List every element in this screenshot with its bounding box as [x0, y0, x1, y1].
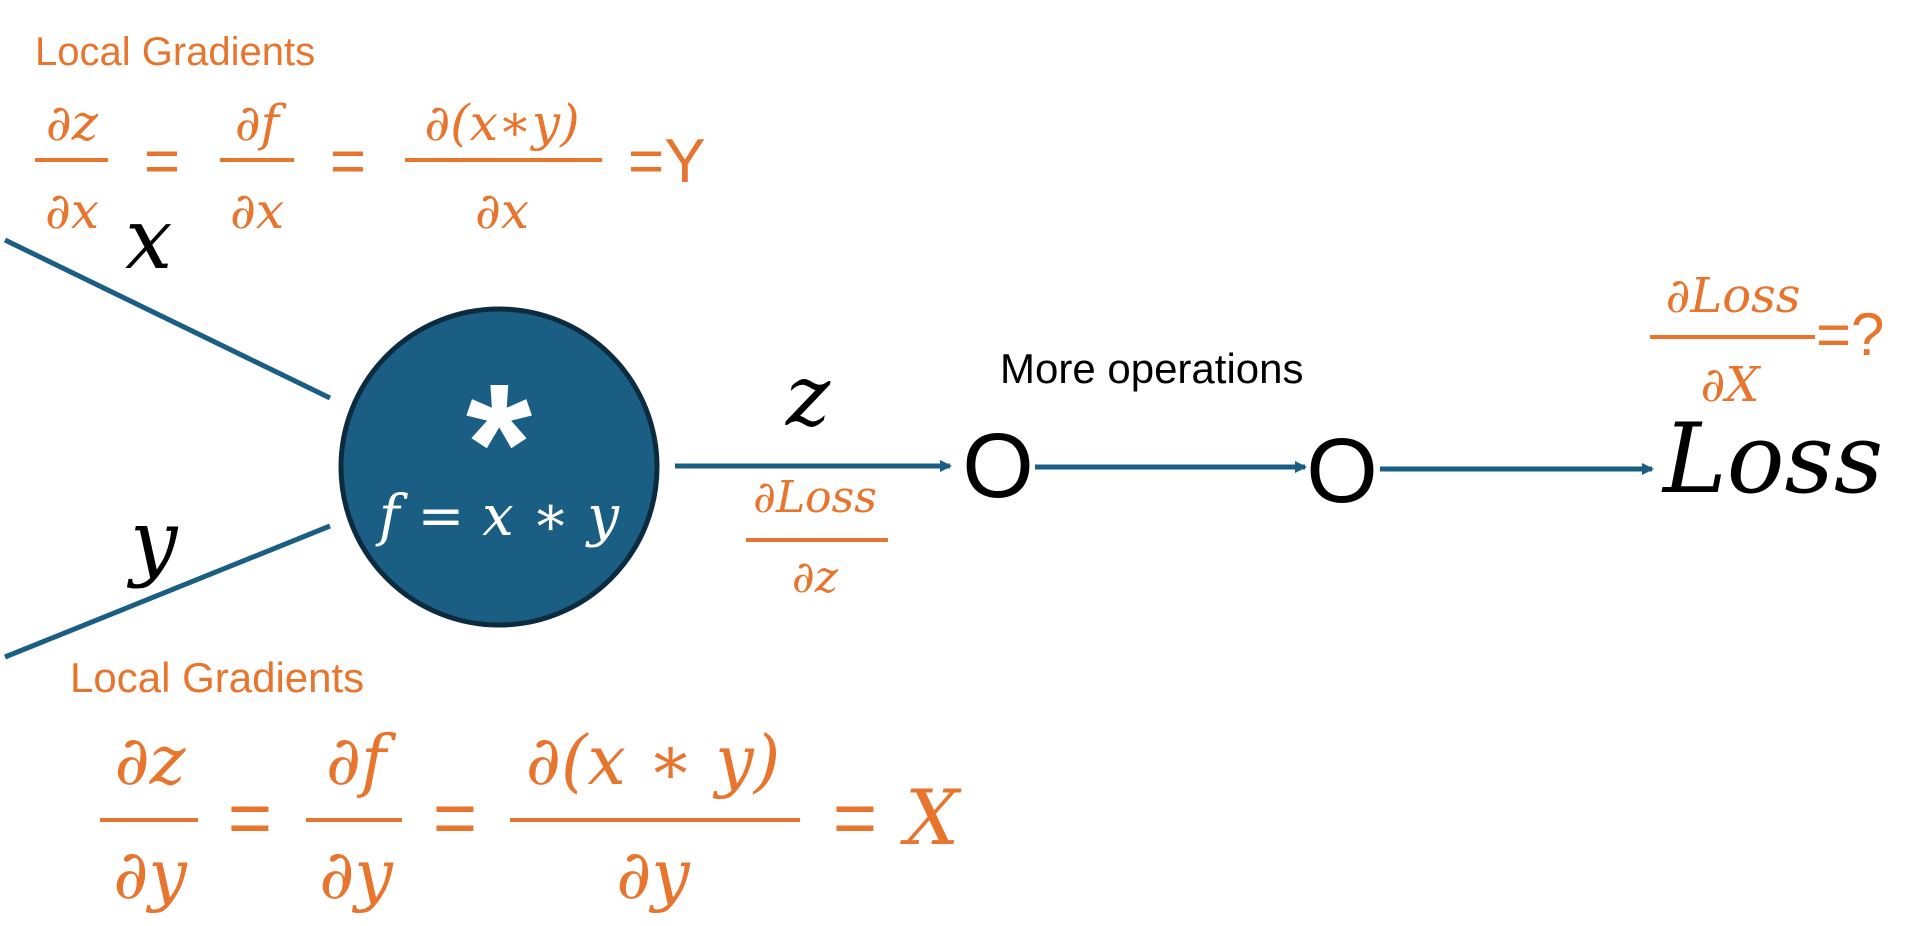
bottom-frac3-numerator: ∂(x ∗ y) [526, 722, 780, 801]
top-result: =Y [628, 127, 706, 196]
final-grad-numerator: ∂Loss [1666, 268, 1801, 324]
top-frac3-denominator: ∂x [475, 182, 529, 240]
bottom-frac2-numerator: ∂f [326, 722, 397, 801]
edge-y-input [4, 523, 331, 660]
bottom-equals-1: = [228, 776, 272, 861]
output-gradient-fraction: ∂Loss ∂z [746, 472, 888, 603]
multiply-symbol: * [466, 349, 532, 539]
bottom-gradient-heading: Local Gradients [70, 654, 364, 701]
top-gradient-equation: ∂z ∂x = ∂f ∂x = ∂(x∗y) ∂x =Y [35, 94, 706, 240]
top-frac3-numerator: ∂(x∗y) [424, 94, 579, 152]
bottom-frac1-numerator: ∂z [115, 722, 187, 801]
top-frac1-numerator: ∂z [46, 94, 99, 152]
more-operations-label: More operations [1000, 345, 1304, 392]
output-grad-numerator: ∂Loss [753, 472, 877, 523]
bottom-gradient-equation: ∂z ∂y = ∂f ∂y = ∂(x ∗ y) ∂y = X [100, 722, 962, 915]
bottom-frac3-denominator: ∂y [616, 836, 691, 915]
edge-x-input [3, 237, 332, 401]
final-grad-suffix: =? [1816, 301, 1884, 368]
node-equation: f = x ∗ y [375, 484, 620, 549]
operation-node-1: O [962, 415, 1034, 517]
loss-label: Loss [1661, 403, 1883, 515]
top-gradient-heading: Local Gradients [35, 30, 315, 74]
y-variable-label: y [126, 492, 179, 590]
bottom-result: X [900, 773, 962, 862]
multiply-node: * f = x ∗ y [338, 306, 660, 628]
bottom-equals-3: = [833, 776, 877, 861]
z-variable-label: z [785, 347, 831, 445]
final-grad-denominator: ∂X [1701, 357, 1762, 413]
top-frac2-numerator: ∂f [235, 94, 287, 152]
x-variable-label: x [125, 190, 172, 288]
output-grad-denominator: ∂z [792, 552, 839, 603]
bottom-equals-2: = [433, 776, 477, 861]
top-equals-2: = [330, 127, 366, 196]
top-frac1-denominator: ∂x [45, 182, 99, 240]
multiply-node-circle [338, 306, 660, 628]
bottom-frac1-denominator: ∂y [113, 836, 188, 915]
final-gradient-question: ∂Loss ∂X =? [1650, 268, 1884, 413]
top-frac2-denominator: ∂x [230, 182, 284, 240]
bottom-frac2-denominator: ∂y [319, 836, 394, 915]
top-equals-1: = [144, 127, 180, 196]
operation-node-2: O [1306, 420, 1378, 522]
